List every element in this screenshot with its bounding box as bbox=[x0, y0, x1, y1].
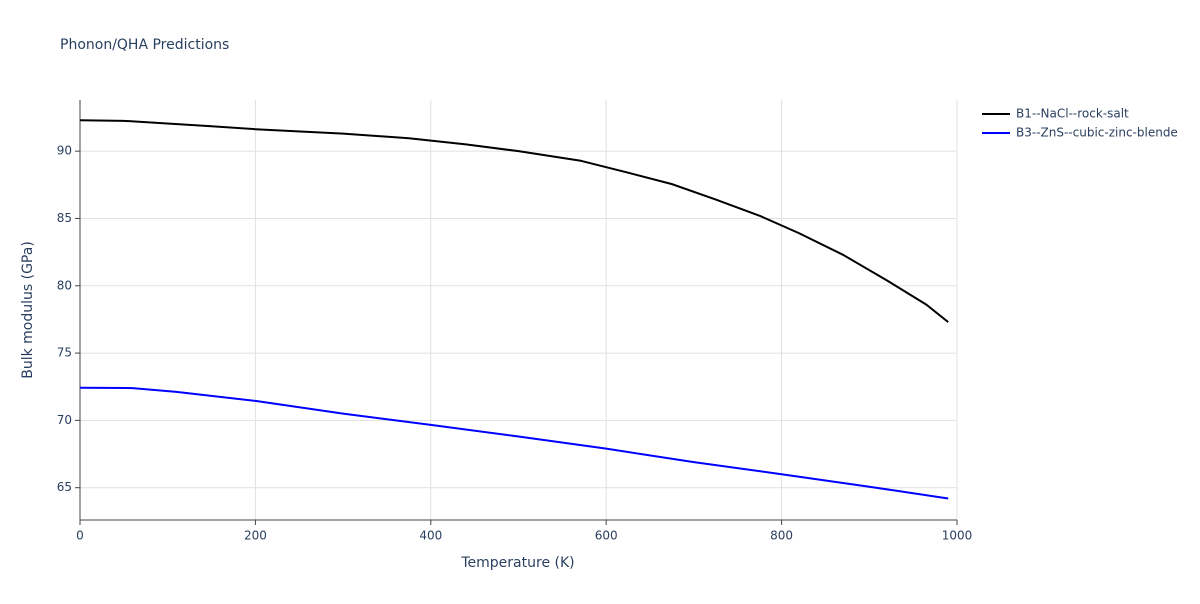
y-tick-label: 90 bbox=[57, 144, 72, 158]
x-tick-label: 400 bbox=[419, 529, 442, 543]
x-tick-label: 800 bbox=[770, 529, 793, 543]
legend-label: B3--ZnS--cubic-zinc-blende bbox=[1016, 126, 1178, 140]
y-axis-label: Bulk modulus (GPa) bbox=[20, 241, 36, 379]
x-tick-label: 1000 bbox=[942, 529, 973, 543]
x-tick-label: 200 bbox=[244, 529, 267, 543]
x-tick-label: 600 bbox=[595, 529, 618, 543]
chart-title: Phonon/QHA Predictions bbox=[60, 37, 229, 53]
series-line bbox=[79, 119, 949, 323]
x-axis-label: Temperature (K) bbox=[460, 555, 574, 571]
x-tick-label: 0 bbox=[76, 529, 84, 543]
y-tick-label: 85 bbox=[57, 211, 72, 225]
y-tick-label: 65 bbox=[57, 480, 72, 494]
y-tick-label: 75 bbox=[57, 346, 72, 360]
series-line bbox=[79, 386, 949, 500]
legend-label: B1--NaCl--rock-salt bbox=[1016, 107, 1129, 121]
y-tick-label: 70 bbox=[57, 413, 72, 427]
y-tick-label: 80 bbox=[57, 278, 72, 292]
